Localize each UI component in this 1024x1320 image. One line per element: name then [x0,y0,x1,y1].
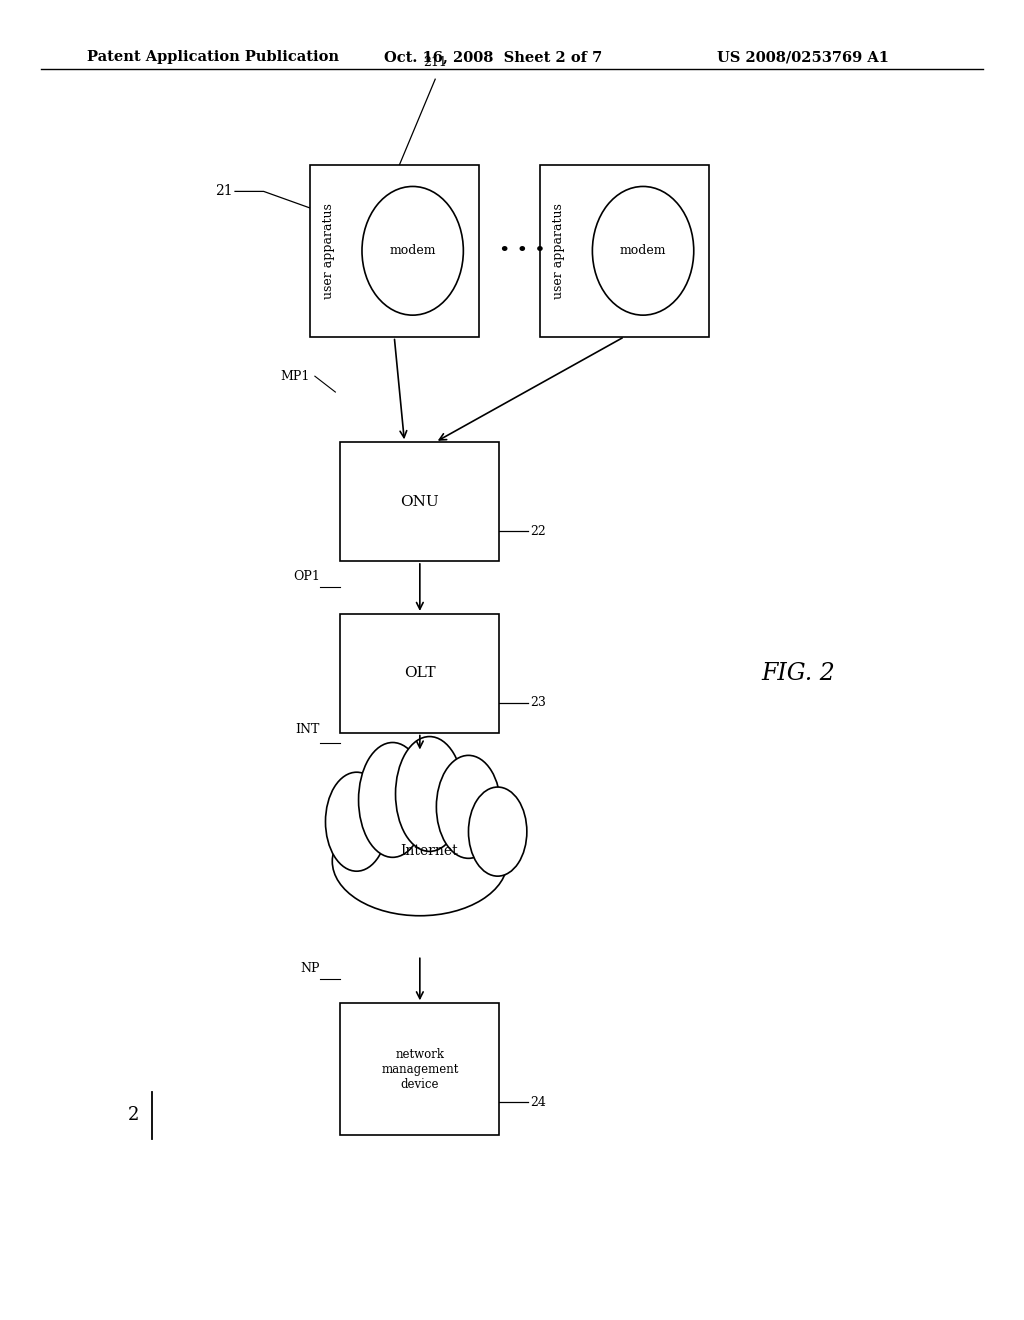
Ellipse shape [326,772,388,871]
Text: 23: 23 [530,697,546,709]
Text: 21: 21 [215,185,232,198]
Bar [340,614,499,733]
Text: modem: modem [620,244,667,257]
Text: ONU: ONU [400,495,439,508]
Text: 2: 2 [127,1106,139,1125]
Text: user apparatus: user apparatus [552,203,565,298]
Text: Patent Application Publication: Patent Application Publication [87,50,339,65]
Bar [340,1003,499,1135]
Bar [340,442,499,561]
Text: modem: modem [389,244,436,257]
Ellipse shape [436,755,501,858]
Ellipse shape [362,186,463,315]
Text: OP1: OP1 [293,570,319,583]
Ellipse shape [395,737,464,851]
Ellipse shape [592,186,694,315]
Ellipse shape [332,807,508,916]
Text: network
management
device: network management device [381,1048,459,1090]
Bar [309,165,479,337]
Text: MP1: MP1 [281,370,309,383]
Text: OLT: OLT [404,667,435,680]
Text: 22: 22 [530,525,546,537]
Text: 24: 24 [530,1096,546,1109]
Text: • • •: • • • [499,242,546,260]
Ellipse shape [469,787,526,876]
Text: INT: INT [296,723,319,735]
Text: Internet: Internet [400,845,459,858]
Text: US 2008/0253769 A1: US 2008/0253769 A1 [717,50,889,65]
Text: Oct. 16, 2008  Sheet 2 of 7: Oct. 16, 2008 Sheet 2 of 7 [384,50,602,65]
Bar [541,165,709,337]
Ellipse shape [358,742,427,858]
Text: FIG. 2: FIG. 2 [762,661,836,685]
Text: NP: NP [300,962,319,975]
Text: 211: 211 [423,55,447,69]
Text: user apparatus: user apparatus [322,203,335,298]
